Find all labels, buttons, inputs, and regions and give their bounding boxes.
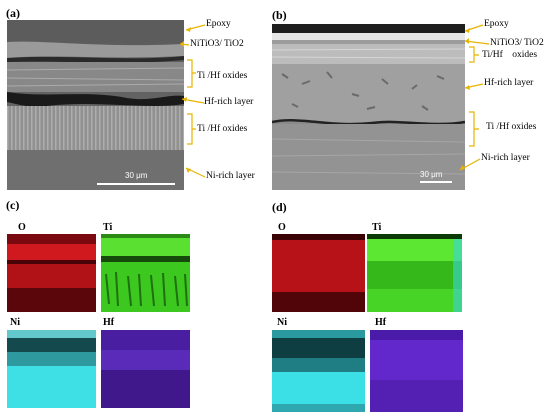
- annotation-b-epoxy: Epoxy: [484, 19, 509, 29]
- scalebar-label-a: 30 μm: [125, 171, 148, 180]
- annotation-a-hf-rich: Hf-rich layer: [204, 97, 254, 107]
- sem-micrograph-a: 30 μm: [7, 20, 184, 190]
- annotation-b-nitio3: NiTiO3/ TiO2: [490, 38, 544, 48]
- panel-b-label: (b): [272, 8, 287, 22]
- eds-map-d-oxygen: [272, 234, 365, 312]
- annotation-a-ni-rich: Ni-rich layer: [206, 171, 255, 181]
- scalebar-label-b: 30 μm: [420, 170, 443, 179]
- annotation-a-nitio3: NiTiO3/ TiO2: [190, 39, 244, 49]
- eds-map-c-oxygen: [7, 234, 96, 312]
- eds-map-d-nickel: [272, 330, 365, 412]
- eds-map-c-hafnium: [101, 330, 190, 408]
- annotation-a-tihf-oxides-lower: Ti /Hf oxides: [197, 124, 248, 134]
- map-d-hafnium-label: Hf: [375, 317, 387, 328]
- annotation-b-tihf-oxides-upper: Ti/Hf oxides: [482, 50, 538, 60]
- annotation-b-tihf-oxides-lower: Ti /Hf oxides: [486, 122, 537, 132]
- annotation-b-hf-rich: Hf-rich layer: [484, 78, 534, 88]
- annotation-b-ni-rich: Ni-rich layer: [481, 153, 530, 163]
- map-d-oxygen-label: O: [278, 222, 286, 233]
- map-d-titanium-label: Ti: [372, 222, 382, 233]
- panel-a-label: (a): [6, 6, 20, 20]
- eds-map-c-nickel: [7, 330, 96, 408]
- map-c-oxygen-label: O: [18, 222, 26, 233]
- panel-d-label: (d): [272, 200, 287, 214]
- annotation-a-epoxy: Epoxy: [206, 19, 231, 29]
- eds-map-c-titanium: [101, 234, 190, 312]
- eds-map-d-titanium: [367, 234, 462, 312]
- panel-c-label: (c): [6, 198, 20, 212]
- map-d-nickel-label: Ni: [277, 317, 287, 328]
- sem-micrograph-b: 30 μm: [272, 24, 465, 190]
- map-c-hafnium-label: Hf: [103, 317, 115, 328]
- map-c-nickel-label: Ni: [10, 317, 20, 328]
- map-c-titanium-label: Ti: [103, 222, 113, 233]
- annotation-a-tihf-oxides-upper: Ti /Hf oxides: [197, 71, 248, 81]
- eds-map-d-hafnium: [370, 330, 463, 412]
